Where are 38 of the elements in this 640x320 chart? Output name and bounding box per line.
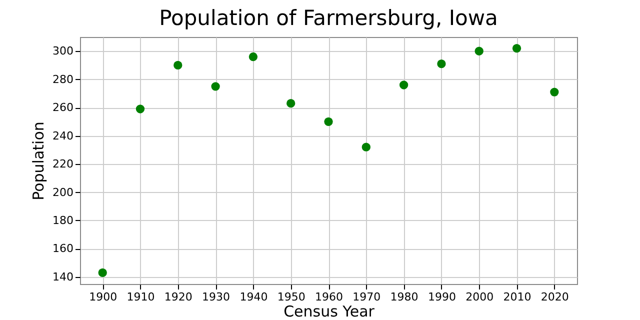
point <box>211 82 220 91</box>
y-tick-label: 220 <box>52 158 74 171</box>
point <box>98 268 107 278</box>
x-tick-label: 1970 <box>352 290 381 304</box>
y-tick-label: 200 <box>52 186 74 199</box>
x-tick-label: 2000 <box>466 290 494 304</box>
point <box>286 99 296 108</box>
y-tick-label: 280 <box>52 72 74 86</box>
point <box>136 104 145 114</box>
y-tick-label: 240 <box>52 129 74 142</box>
x-tick-label: 1930 <box>202 290 230 304</box>
x-tick-label: 1910 <box>126 290 155 304</box>
chart-title: Population of Farmersburg, Iowa <box>159 6 498 30</box>
y-tick-label: 260 <box>52 101 74 114</box>
x-tick-label: 2010 <box>503 290 532 304</box>
point <box>174 60 182 70</box>
x-tick-label: 1900 <box>89 290 118 304</box>
x-tick-label: 1950 <box>277 290 306 304</box>
y-tick-label: 300 <box>52 44 74 58</box>
y-tick-label: 140 <box>52 270 74 284</box>
x-tick-label: 1940 <box>240 290 268 304</box>
point <box>399 80 408 90</box>
point <box>512 44 522 53</box>
x-axis-title: Census Year <box>284 302 376 320</box>
point <box>324 117 333 126</box>
y-tick-label: 180 <box>52 214 74 227</box>
point <box>550 88 559 96</box>
x-tick-label: 1990 <box>428 290 456 304</box>
x-tick-label: 1980 <box>390 290 418 304</box>
point <box>437 59 446 68</box>
y-tick-label: 160 <box>52 242 74 256</box>
y-axis-title: Population <box>30 122 48 200</box>
point <box>362 142 370 152</box>
x-tick-label: 1960 <box>315 290 343 304</box>
point <box>248 52 258 62</box>
point <box>474 46 484 56</box>
x-tick-label: 1920 <box>164 290 192 304</box>
x-tick-label: 2020 <box>540 290 569 304</box>
